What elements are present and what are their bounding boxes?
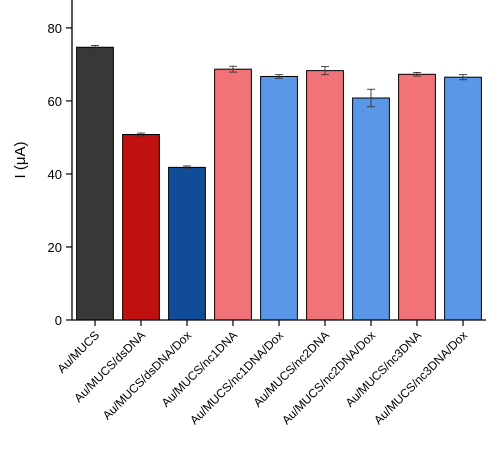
y-ticks-group: 0 20 40 60 80 [48,21,72,328]
error-bar [275,74,283,79]
y-tick-label: 20 [48,240,62,255]
bar [444,76,482,321]
bar [214,68,252,321]
y-tick-label: 40 [48,167,62,182]
x-tick-label: Au/MUCS/nc2DNA/Dox [279,328,378,427]
error-bar [413,72,421,77]
bar [352,97,390,321]
error-bar [137,132,145,137]
bar [306,70,344,321]
error-bar [91,44,99,50]
bar [122,134,160,321]
x-tick-label: Au/MUCS/nc3DNA/Dox [371,328,470,427]
y-tick-label: 60 [48,94,62,109]
x-tick-label: Au/MUCS/dsDNA/Dox [100,328,194,422]
error-bar [321,66,329,76]
x-tick-label: Au/MUCS [55,328,103,376]
bar [398,73,436,321]
error-bar [367,88,375,108]
y-axis-label: I (μA) [12,142,29,179]
x-ticks-group: Au/MUCSAu/MUCS/dsDNAAu/MUCS/dsDNA/DoxAu/… [55,320,470,427]
error-bar [183,165,191,170]
error-bars-group [91,44,467,170]
error-bar [229,65,237,73]
x-tick-label: Au/MUCS/nc1DNA/Dox [187,328,286,427]
y-tick-label: 80 [48,21,62,36]
bar [168,166,206,321]
y-tick-label: 0 [55,313,62,328]
error-bar [459,74,467,81]
bars-group [76,46,482,321]
bar [76,46,114,321]
bar [260,75,298,321]
